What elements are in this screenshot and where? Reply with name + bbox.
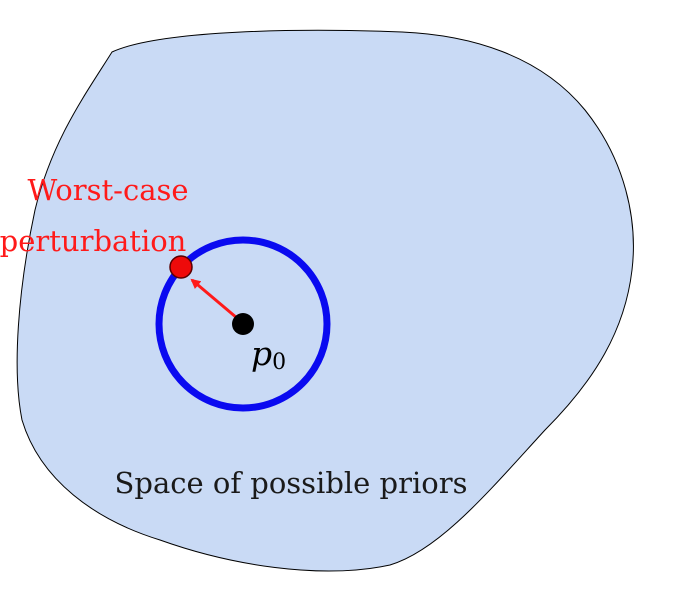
region-label: Space of possible priors <box>115 466 468 500</box>
center-point-label: p0 <box>251 334 286 375</box>
worst-case-perturbation-point <box>169 255 193 279</box>
center-point-symbol: p <box>251 334 272 373</box>
perturbation-arrow <box>190 278 238 320</box>
annotation-line-2: perturbation <box>0 224 186 258</box>
center-point-subscript: 0 <box>272 350 286 375</box>
annotation-line-1: Worst-case <box>27 173 188 207</box>
uncertainty-ball-circle <box>155 236 331 412</box>
center-point-p0 <box>232 313 254 335</box>
